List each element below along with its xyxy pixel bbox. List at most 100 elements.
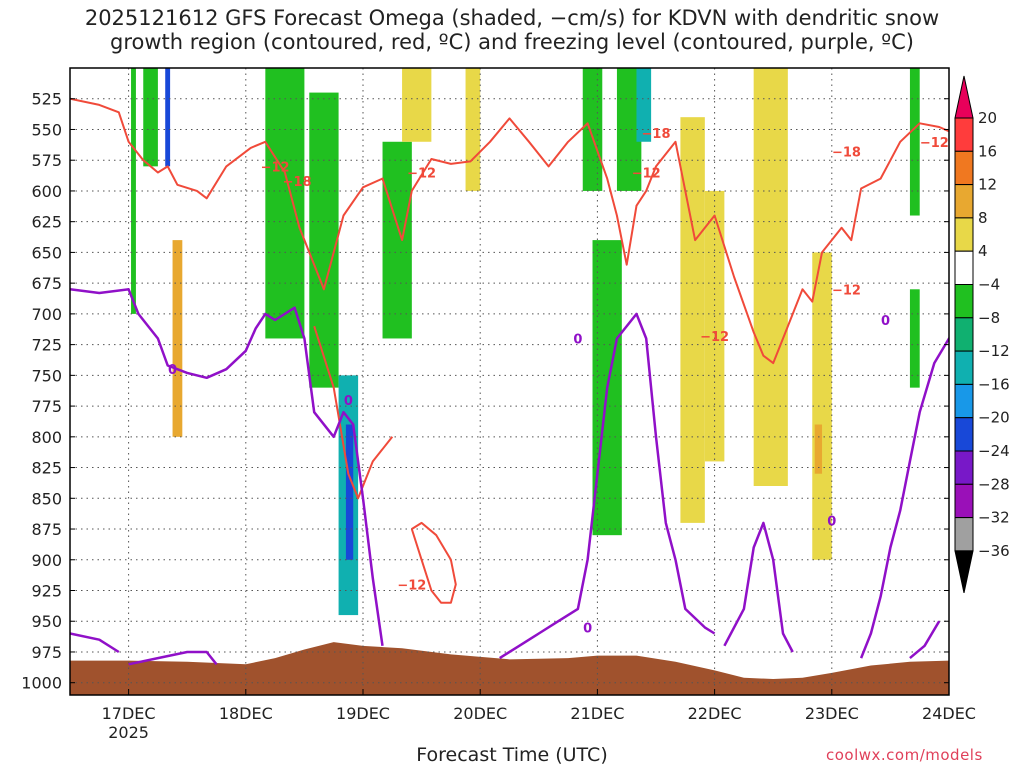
colorbar-label-7: −12: [978, 342, 1010, 360]
dgz-label-3: −18: [642, 127, 671, 142]
x-axis-ticks: 17DEC 18DEC 19DEC 20DEC 21DEC 22DEC 23DEC 24DEC…: [102, 689, 976, 742]
omega-band-4: [265, 68, 305, 339]
y-tick-label-0: 525: [31, 90, 62, 109]
colorbar-segment-7: [954, 317, 974, 352]
omega-band-16: [704, 190, 725, 462]
omega-band-0: [131, 68, 136, 314]
y-tick-label-4: 625: [31, 213, 62, 232]
freezing-line-3: [859, 336, 949, 659]
y-tick-label-10: 775: [31, 397, 62, 416]
y-tick-label-17: 950: [31, 612, 62, 631]
colorbar-label-12: −32: [978, 509, 1010, 527]
chart-title-line1: 2025121612 GFS Forecast Omega (shaded, −…: [84, 6, 940, 30]
colorbar-segment-5: [954, 250, 974, 285]
freezing-contours: [70, 288, 949, 666]
colorbar-segment-4: [954, 217, 974, 252]
y-tick-label-6: 675: [31, 274, 62, 293]
dgz-label-1: −18: [283, 175, 312, 190]
dgz-label-8: −12: [920, 136, 949, 151]
colorbar-label-8: −16: [978, 375, 1010, 393]
freezing-label-5: 0: [881, 314, 890, 329]
freezing-line-2: [723, 521, 794, 653]
colorbar: 20 16 12 8 4 −4 −8 −12 −16 −20 −24 −28 −32 −36: [954, 75, 1010, 594]
colorbar-segment-10: [954, 417, 974, 452]
dgz-line-1: [313, 325, 394, 500]
y-tick-label-11: 800: [31, 428, 62, 447]
x-tick-label-4: 21DEC: [570, 704, 624, 723]
colorbar-segment-12: [954, 483, 974, 519]
chart-title: 2025121612 GFS Forecast Omega (shaded, −…: [0, 6, 1024, 54]
terrain-shape: [70, 642, 949, 695]
grid-lines: [70, 68, 949, 695]
freezing-label-3: 0: [583, 621, 592, 636]
x-year-label: 2025: [108, 723, 149, 742]
colorbar-segment-2: [954, 150, 974, 186]
colorbar-segment-3: [954, 184, 974, 219]
x-tick-label-6: 23DEC: [805, 704, 859, 723]
y-tick-label-12: 825: [31, 459, 62, 478]
colorbar-segment-13: [954, 517, 974, 552]
dgz-label-6: −18: [832, 146, 861, 161]
y-tick-label-7: 700: [31, 305, 62, 324]
omega-band-21: [909, 289, 920, 388]
dgz-line-2: [410, 521, 457, 604]
colorbar-segment-1: [954, 117, 974, 152]
omega-band-19: [814, 424, 823, 474]
omega-band-1: [143, 68, 158, 167]
x-tick-label-5: 22DEC: [688, 704, 742, 723]
omega-band-8: [382, 141, 412, 339]
terrain-fill: [70, 642, 949, 695]
omega-band-7: [345, 424, 354, 560]
omega-band-9: [402, 68, 432, 142]
freezing-label-2: 0: [573, 332, 582, 347]
y-tick-label-8: 725: [31, 336, 62, 355]
y-tick-label-16: 925: [31, 582, 62, 601]
omega-band-17: [753, 68, 788, 486]
omega-band-14: [636, 68, 652, 142]
y-axis-ticks: 525 550 575 600 625 650 675 700 725 750 775 800 825 8…: [21, 90, 949, 693]
colorbar-label-0: 20: [978, 109, 997, 127]
omega-band-3: [172, 240, 183, 437]
dgz-label-5: −12: [700, 330, 729, 345]
colorbar-segment-11: [954, 450, 974, 485]
x-tick-label-7: 24DEC: [922, 704, 976, 723]
y-tick-label-2: 575: [31, 151, 62, 170]
dgz-line-0: [70, 97, 949, 365]
colorbar-label-10: −24: [978, 442, 1010, 460]
y-tick-label-15: 900: [31, 551, 62, 570]
omega-band-20: [909, 68, 920, 216]
colorbar-label-1: 16: [978, 142, 997, 160]
y-tick-label-9: 750: [31, 366, 62, 385]
colorbar-label-4: 4: [978, 242, 988, 260]
freezing-label-4: 0: [827, 514, 836, 529]
colorbar-segment-6: [954, 284, 974, 319]
omega-band-2: [165, 68, 171, 167]
dgz-label-2: −12: [407, 167, 436, 182]
colorbar-label-6: −8: [978, 309, 1000, 327]
colorbar-top-arrow: [954, 75, 974, 119]
plot-frame: [69, 67, 950, 696]
chart-title-line2: growth region (contoured, red, ºC) and f…: [110, 30, 914, 54]
dgz-label-7: −12: [832, 283, 861, 298]
omega-band-5: [309, 92, 339, 388]
colorbar-segment-9: [954, 383, 974, 419]
y-tick-label-1: 550: [31, 120, 62, 139]
omega-band-18: [812, 252, 832, 560]
colorbar-label-13: −36: [978, 542, 1010, 560]
y-tick-label-13: 850: [31, 489, 62, 508]
freezing-line-6: [70, 632, 120, 654]
dgz-label-9: −12: [397, 578, 426, 593]
omega-band-15: [680, 117, 705, 523]
omega-shading: [131, 68, 920, 616]
x-axis-label: Forecast Time (UTC): [416, 744, 608, 766]
colorbar-segment-8: [954, 350, 974, 385]
dgz-contours: [70, 97, 949, 604]
freezing-line-5: [128, 650, 218, 666]
colorbar-label-2: 12: [978, 176, 997, 194]
plot-area: [70, 68, 949, 695]
y-tick-label-18: 975: [31, 643, 62, 662]
freezing-line-0: [70, 288, 384, 646]
dgz-label-0: −12: [261, 160, 290, 175]
